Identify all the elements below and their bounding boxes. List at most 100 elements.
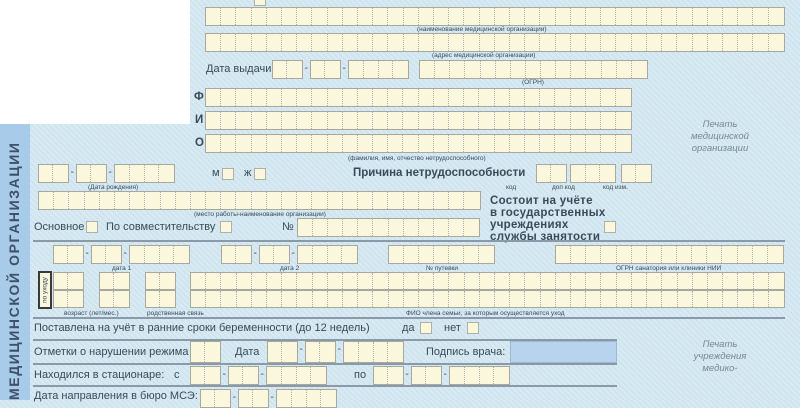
input-cell[interactable]: [556, 291, 572, 307]
input-cell[interactable]: [480, 8, 495, 25]
input-cell[interactable]: [53, 165, 67, 182]
input-cell[interactable]: [541, 61, 557, 78]
input-cell[interactable]: [464, 89, 480, 106]
input-cell[interactable]: [282, 192, 298, 209]
input-cell[interactable]: [464, 135, 480, 152]
input-cell[interactable]: [571, 165, 586, 182]
input-cell[interactable]: [312, 192, 328, 209]
name-field[interactable]: [205, 111, 633, 130]
input-cell[interactable]: [92, 246, 107, 263]
male-checkbox[interactable]: [222, 168, 234, 180]
input-cell[interactable]: [495, 135, 510, 152]
input-cell[interactable]: [404, 273, 420, 289]
input-cell[interactable]: [540, 34, 556, 51]
input-cell[interactable]: [236, 192, 252, 209]
hospital-from-date-month[interactable]: [228, 366, 259, 385]
input-cell[interactable]: [510, 112, 525, 129]
input-cell[interactable]: [708, 34, 723, 51]
input-cell[interactable]: [205, 367, 219, 384]
input-cell[interactable]: [556, 34, 571, 51]
input-cell[interactable]: [601, 34, 617, 51]
input-cell[interactable]: [282, 367, 297, 384]
input-cell[interactable]: [601, 8, 617, 25]
input-cell[interactable]: [243, 367, 257, 384]
input-cell[interactable]: [723, 291, 739, 307]
violation-date-year[interactable]: [343, 341, 405, 363]
input-cell[interactable]: [343, 34, 359, 51]
care-family-fio-field-2[interactable]: [190, 290, 786, 308]
mse-date-day[interactable]: [200, 389, 231, 408]
input-cell[interactable]: [373, 34, 389, 51]
input-cell[interactable]: [221, 291, 237, 307]
input-cell[interactable]: [298, 219, 314, 236]
input-cell[interactable]: [373, 273, 389, 289]
input-cell[interactable]: [419, 219, 434, 236]
input-cell[interactable]: [388, 8, 404, 25]
input-cell[interactable]: [586, 165, 601, 182]
input-cell[interactable]: [586, 61, 602, 78]
input-cell[interactable]: [510, 273, 526, 289]
input-cell[interactable]: [201, 390, 216, 407]
input-cell[interactable]: [54, 273, 69, 289]
input-cell[interactable]: [601, 89, 617, 106]
input-cell[interactable]: [328, 135, 343, 152]
input-cell[interactable]: [754, 291, 769, 307]
input-cell[interactable]: [191, 367, 206, 384]
input-cell[interactable]: [449, 291, 465, 307]
input-cell[interactable]: [191, 273, 207, 289]
input-cell[interactable]: [617, 291, 632, 307]
input-cell[interactable]: [600, 165, 615, 182]
care-date1-year[interactable]: [129, 245, 191, 264]
input-cell[interactable]: [282, 291, 298, 307]
org-address-field[interactable]: [205, 33, 785, 52]
input-cell[interactable]: [146, 273, 161, 289]
care-age2-field-2[interactable]: [99, 290, 130, 308]
input-cell[interactable]: [215, 390, 229, 407]
input-cell[interactable]: [622, 165, 637, 182]
input-cell[interactable]: [586, 273, 602, 289]
input-cell[interactable]: [464, 8, 480, 25]
input-cell[interactable]: [465, 273, 480, 289]
input-cell[interactable]: [449, 112, 465, 129]
input-cell[interactable]: [525, 8, 541, 25]
input-cell[interactable]: [239, 390, 254, 407]
input-cell[interactable]: [292, 390, 307, 407]
input-cell[interactable]: [571, 246, 587, 263]
input-cell[interactable]: [708, 291, 724, 307]
input-cell[interactable]: [130, 165, 145, 182]
birth-date-month[interactable]: [76, 164, 107, 183]
input-cell[interactable]: [388, 89, 404, 106]
input-cell[interactable]: [145, 192, 161, 209]
input-cell[interactable]: [495, 89, 510, 106]
input-cell[interactable]: [419, 135, 434, 152]
input-cell[interactable]: [480, 273, 496, 289]
input-cell[interactable]: [311, 367, 326, 384]
input-cell[interactable]: [221, 89, 237, 106]
input-cell[interactable]: [313, 246, 328, 263]
birth-date-year[interactable]: [114, 164, 176, 183]
input-cell[interactable]: [586, 112, 601, 129]
input-cell[interactable]: [267, 192, 282, 209]
hospital-from-date-day[interactable]: [190, 366, 221, 385]
input-cell[interactable]: [449, 246, 464, 263]
input-cell[interactable]: [617, 246, 632, 263]
doctor-signature-field[interactable]: [510, 341, 617, 363]
input-cell[interactable]: [707, 246, 723, 263]
input-cell[interactable]: [571, 291, 587, 307]
input-cell[interactable]: [130, 246, 145, 263]
input-cell[interactable]: [68, 291, 82, 307]
input-cell[interactable]: [389, 291, 404, 307]
input-cell[interactable]: [556, 8, 571, 25]
input-cell[interactable]: [236, 34, 252, 51]
input-cell[interactable]: [586, 8, 602, 25]
input-cell[interactable]: [312, 34, 328, 51]
input-cell[interactable]: [693, 273, 708, 289]
input-cell[interactable]: [267, 273, 283, 289]
input-cell[interactable]: [434, 246, 449, 263]
input-cell[interactable]: [434, 192, 450, 209]
input-cell[interactable]: [708, 273, 724, 289]
input-cell[interactable]: [693, 8, 708, 25]
input-cell[interactable]: [586, 135, 601, 152]
birth-date-day[interactable]: [38, 164, 69, 183]
input-cell[interactable]: [297, 192, 313, 209]
